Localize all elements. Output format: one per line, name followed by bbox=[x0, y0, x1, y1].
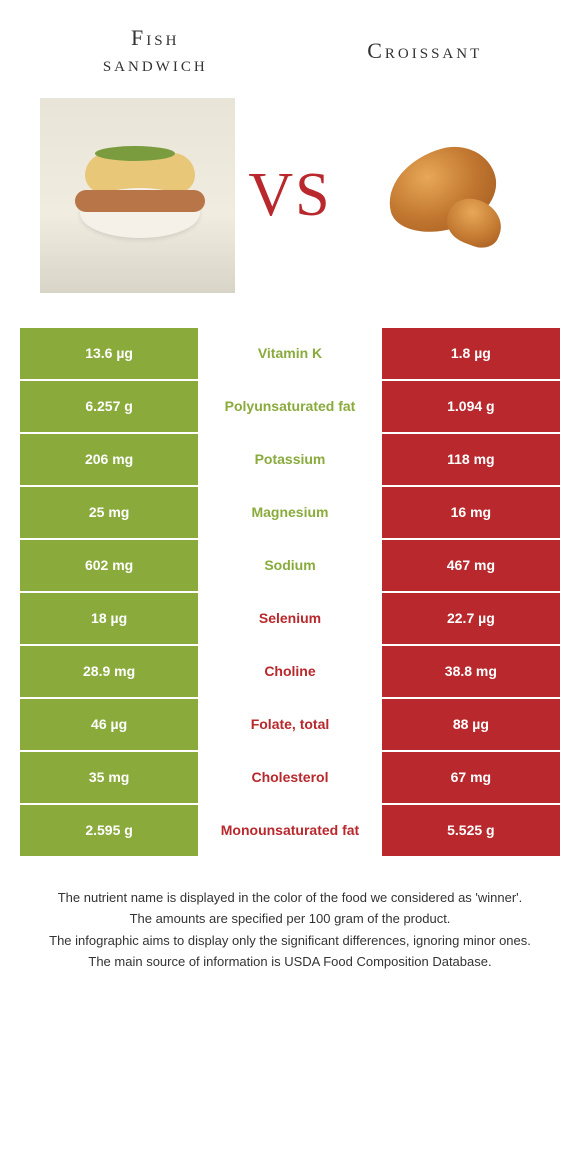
fish-sandwich-image bbox=[40, 98, 235, 293]
nutrient-name: Polyunsaturated fat bbox=[198, 381, 382, 432]
right-value: 1.8 µg bbox=[382, 328, 560, 379]
nutrient-name: Selenium bbox=[198, 593, 382, 644]
left-value: 2.595 g bbox=[20, 805, 198, 856]
right-food-title: Croissant bbox=[315, 38, 536, 64]
left-value: 35 mg bbox=[20, 752, 198, 803]
nutrient-row: 602 mgSodium467 mg bbox=[20, 540, 560, 593]
nutrient-row: 6.257 gPolyunsaturated fat1.094 g bbox=[20, 381, 560, 434]
left-value: 6.257 g bbox=[20, 381, 198, 432]
right-value: 467 mg bbox=[382, 540, 560, 591]
nutrient-row: 206 mgPotassium118 mg bbox=[20, 434, 560, 487]
right-value: 16 mg bbox=[382, 487, 560, 538]
footnote-line: The nutrient name is displayed in the co… bbox=[40, 888, 540, 908]
nutrient-name: Monounsaturated fat bbox=[198, 805, 382, 856]
nutrient-name: Cholesterol bbox=[198, 752, 382, 803]
left-title-line2: sandwich bbox=[103, 51, 208, 76]
images-row: VS bbox=[0, 88, 580, 313]
footnote-line: The infographic aims to display only the… bbox=[40, 931, 540, 951]
nutrient-table: 13.6 µgVitamin K1.8 µg6.257 gPolyunsatur… bbox=[0, 313, 580, 858]
right-value: 38.8 mg bbox=[382, 646, 560, 697]
vs-label: VS bbox=[248, 160, 331, 231]
nutrient-row: 18 µgSelenium22.7 µg bbox=[20, 593, 560, 646]
footnote-line: The main source of information is USDA F… bbox=[40, 952, 540, 972]
nutrient-name: Sodium bbox=[198, 540, 382, 591]
left-value: 46 µg bbox=[20, 699, 198, 750]
left-title-line1: Fish bbox=[131, 25, 179, 50]
left-value: 602 mg bbox=[20, 540, 198, 591]
nutrient-row: 2.595 gMonounsaturated fat5.525 g bbox=[20, 805, 560, 858]
left-value: 13.6 µg bbox=[20, 328, 198, 379]
footnotes: The nutrient name is displayed in the co… bbox=[0, 858, 580, 972]
nutrient-row: 35 mgCholesterol67 mg bbox=[20, 752, 560, 805]
right-value: 1.094 g bbox=[382, 381, 560, 432]
header: Fish sandwich Croissant bbox=[0, 0, 580, 88]
nutrient-row: 13.6 µgVitamin K1.8 µg bbox=[20, 328, 560, 381]
nutrient-name: Vitamin K bbox=[198, 328, 382, 379]
right-value: 22.7 µg bbox=[382, 593, 560, 644]
right-value: 67 mg bbox=[382, 752, 560, 803]
footnote-line: The amounts are specified per 100 gram o… bbox=[40, 909, 540, 929]
nutrient-row: 28.9 mgCholine38.8 mg bbox=[20, 646, 560, 699]
right-value: 118 mg bbox=[382, 434, 560, 485]
left-value: 206 mg bbox=[20, 434, 198, 485]
nutrient-name: Choline bbox=[198, 646, 382, 697]
nutrient-name: Potassium bbox=[198, 434, 382, 485]
left-value: 18 µg bbox=[20, 593, 198, 644]
left-food-title: Fish sandwich bbox=[45, 25, 266, 78]
croissant-image bbox=[345, 98, 540, 293]
left-value: 25 mg bbox=[20, 487, 198, 538]
nutrient-name: Folate, total bbox=[198, 699, 382, 750]
nutrient-row: 46 µgFolate, total88 µg bbox=[20, 699, 560, 752]
right-value: 5.525 g bbox=[382, 805, 560, 856]
left-value: 28.9 mg bbox=[20, 646, 198, 697]
nutrient-row: 25 mgMagnesium16 mg bbox=[20, 487, 560, 540]
right-value: 88 µg bbox=[382, 699, 560, 750]
nutrient-name: Magnesium bbox=[198, 487, 382, 538]
